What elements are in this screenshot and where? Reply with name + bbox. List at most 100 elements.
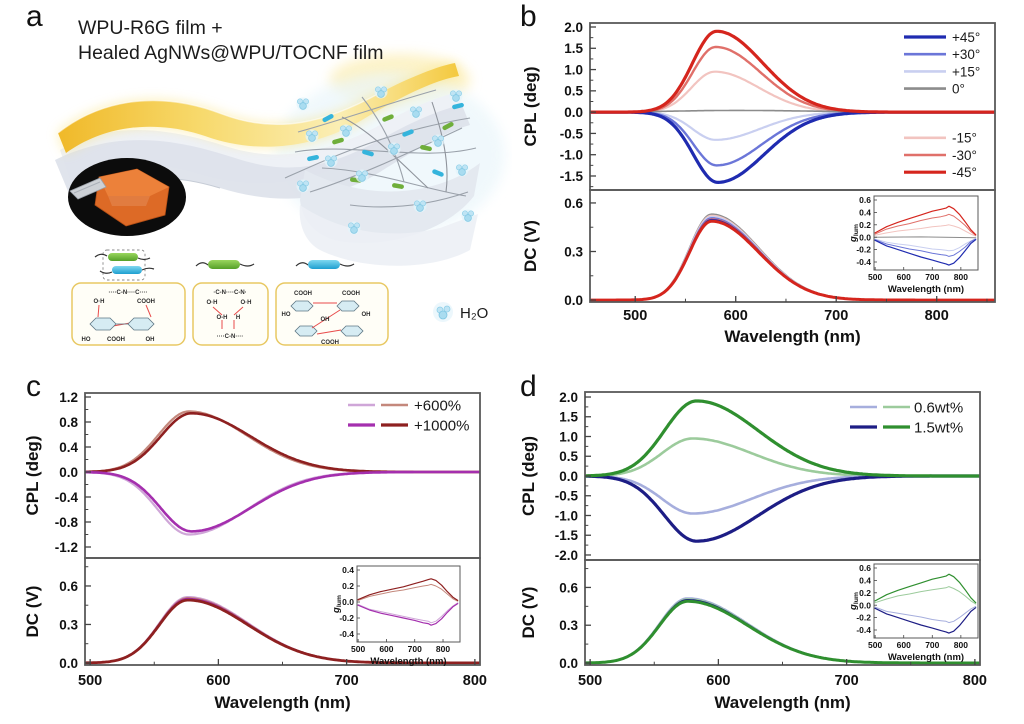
chem-label: HO [282, 312, 291, 318]
series-1.5wt% up [585, 399, 980, 478]
series-1.5wt% down glum [874, 607, 977, 634]
legend-label: -15° [952, 131, 977, 146]
x-axis-label: Wavelength (nm) [714, 693, 850, 712]
y-tick-label: 0.0 [564, 105, 583, 120]
nanowire-network [284, 89, 477, 208]
series-+1000% up glum [357, 578, 459, 601]
x-tick-label: 600 [897, 272, 911, 282]
y-tick-label: 0.2 [859, 220, 871, 230]
y-tick-label: 0.0 [59, 465, 78, 480]
x-tick-label: 600 [706, 673, 730, 689]
chem-label: OH [146, 337, 155, 343]
panel-d-chart: 2.0 1.5 1.0 0.5 0.0 -0.5 -1.0 -1.5 -2.0 CPL (deg)… [519, 390, 987, 712]
y-tick-label: -0.2 [856, 245, 871, 255]
y-axis-label: CPL (deg) [23, 436, 42, 516]
x-tick-label: 700 [925, 640, 939, 650]
series-0° glum [874, 236, 977, 239]
x-tick-label: 800 [463, 673, 487, 689]
y-tick-label: -1.0 [555, 508, 578, 523]
y-tick-label: 0.2 [859, 588, 871, 598]
chart-d_cpl: 2.0 1.5 1.0 0.5 0.0 -0.5 -1.0 -1.5 -2.0 CPL (deg)… [519, 390, 981, 563]
x-tick-label: 500 [623, 308, 647, 324]
chem-label: O-H [217, 315, 228, 321]
series--45° DC [590, 219, 995, 302]
series-+1000% down glum [357, 603, 459, 626]
legend-label: 0.6wt% [914, 399, 963, 416]
panel-a-title-line2: Healed AgNWs@WPU/TOCNF film [78, 42, 384, 64]
panel-c: c 1.2 0.8 0.4 0.0 -0.4 -0.8 -1.2 CPL (deg) +600%… [0, 362, 512, 724]
series-+30° glum [874, 238, 977, 257]
y-tick-label: 0.0 [559, 469, 578, 484]
legend-label: +15° [952, 64, 980, 79]
y-tick-label: -1.5 [555, 528, 579, 543]
legend-entry--45°: -45° [904, 165, 977, 180]
y-tick-label: -1.2 [55, 540, 78, 555]
y-tick-label: 2.0 [559, 390, 578, 405]
panel-d: d 2.0 1.5 1.0 0.5 0.0 -0.5 -1.0 -1.5 -2.0 CPL (de… [512, 362, 1024, 724]
x-axis-label: Wavelength (nm) [888, 284, 964, 295]
panel-b: b 2.0 1.5 1.0 0.5 0.0 -0.5 -1.0 -1.5 CPL (deg) +4… [512, 0, 1024, 362]
y-tick-label: 1.5 [564, 41, 583, 56]
legend-entry-+600%: +600% [348, 397, 461, 414]
y-axis-label: DC (V) [521, 220, 540, 272]
legend-entry-+30°: +30° [904, 47, 980, 62]
y-tick-label: 0.3 [59, 617, 78, 632]
x-tick-label: 600 [724, 308, 748, 324]
x-tick-label: 600 [897, 640, 911, 650]
series-+600% down glum [357, 602, 459, 624]
x-tick-label: 500 [868, 272, 882, 282]
y-tick-label: 0.2 [342, 581, 354, 591]
x-tick-label: 800 [963, 673, 987, 689]
x-tick-label: 700 [824, 308, 848, 324]
series-0.6wt% up glum [874, 586, 977, 605]
chart-b_inset: 0.6 0.4 0.2 0.0 -0.2 -0.4 500 600 700 800 Waveleng… [848, 195, 979, 295]
legend-label: +600% [414, 397, 461, 414]
series--30° glum [874, 213, 977, 236]
y-tick-label: -0.8 [55, 515, 79, 530]
y-tick-label: -0.2 [339, 613, 354, 623]
y-tick-label: -0.4 [856, 257, 871, 267]
legend-entry-0.6wt%: 0.6wt% [850, 399, 963, 416]
y-tick-label: 0.0 [859, 232, 871, 242]
x-tick-label: 600 [206, 673, 230, 689]
y-tick-label: 0.4 [859, 207, 871, 217]
panel-a-title-line1: WPU-R6G film + [78, 17, 223, 39]
h2o-legend: H₂O [433, 302, 488, 322]
legend-label: -45° [952, 165, 977, 180]
y-tick-label: -2.0 [555, 548, 578, 563]
y-tick-label: 0.4 [59, 440, 78, 455]
chart-c_cpl: 1.2 0.8 0.4 0.0 -0.4 -0.8 -1.2 CPL (deg) +600% +1… [23, 390, 481, 559]
series--45° [590, 29, 995, 114]
panel-a-illustration: ····C-N····C···· O·H COOH HO COOH OH ·C-… [55, 54, 505, 346]
legend-label: 0° [952, 81, 965, 96]
legend-entry-0°: 0° [904, 81, 965, 96]
y-tick-label: 1.2 [59, 390, 78, 405]
chem-label: H [236, 315, 240, 321]
x-axis-label: Wavelength (nm) [214, 693, 350, 712]
panel-b-chart: 2.0 1.5 1.0 0.5 0.0 -0.5 -1.0 -1.5 CPL (deg) +45°… [521, 20, 996, 346]
y-tick-label: 0.5 [559, 449, 578, 464]
series-+600% up glum [357, 583, 459, 602]
x-tick-label: 600 [379, 644, 393, 654]
panel-a-title: WPU-R6G film + Healed AgNWs@WPU/TOCNF fi… [78, 16, 383, 66]
legend-label: +1000% [414, 417, 469, 434]
x-tick-label: 700 [408, 644, 422, 654]
x-tick-label: 800 [436, 644, 450, 654]
panel-b-label: b [520, 0, 537, 33]
y-tick-label: -0.5 [555, 489, 579, 504]
hydrogen-bonds [212, 306, 244, 329]
x-axis-label: Wavelength (nm) [888, 652, 964, 663]
chart-b_dc: 0.6 0.3 0.0 500 600 700 800 Wavelength (nm) DC (… [521, 189, 996, 346]
x-tick-label: 700 [925, 272, 939, 282]
y-tick-label: 2.0 [564, 20, 583, 35]
x-tick-label: 700 [835, 673, 859, 689]
legend-label: 1.5wt% [914, 419, 963, 436]
chem-label: COOH [342, 291, 360, 297]
y-tick-label: 0.3 [559, 618, 578, 633]
chem-label: O·H [207, 300, 218, 306]
x-tick-label: 700 [335, 673, 359, 689]
chem-label: O·H [241, 300, 252, 306]
panel-c-label: c [26, 370, 41, 403]
y-tick-label: 0.0 [859, 600, 871, 610]
